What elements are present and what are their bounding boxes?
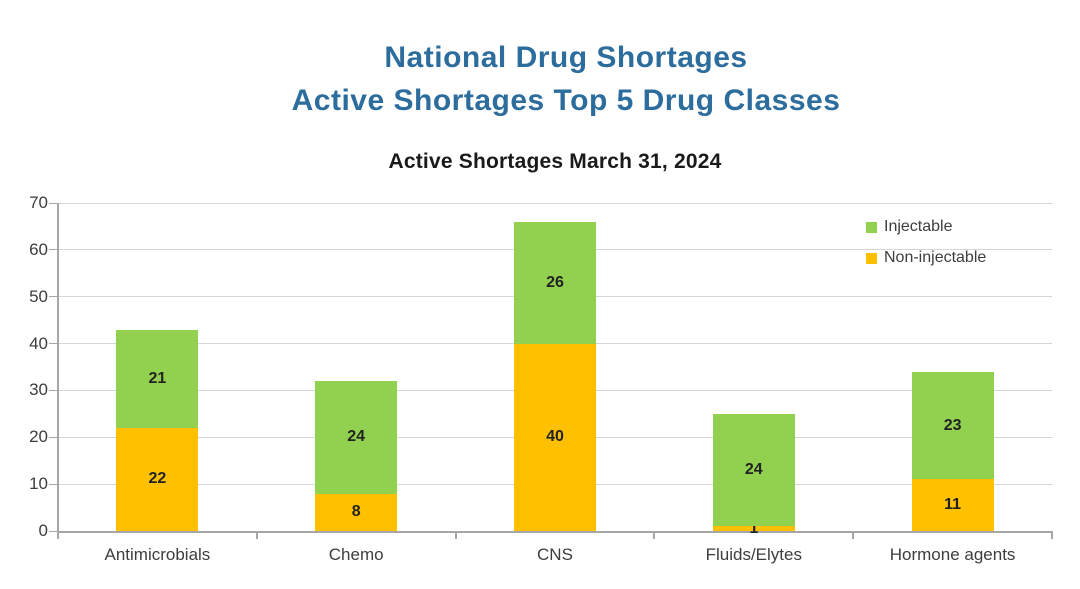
y-axis-label: 50 — [29, 286, 48, 306]
bar-segment-injectable — [514, 221, 596, 344]
bar-segment-non-injectable — [514, 343, 596, 531]
y-axis-label: 0 — [38, 521, 48, 540]
bar-segment-injectable — [116, 329, 199, 428]
y-tick — [49, 483, 58, 485]
legend-swatch-icon — [866, 252, 877, 264]
y-axis-line — [57, 203, 59, 531]
value-label: 24 — [744, 461, 763, 479]
bar-segment-non-injectable — [315, 493, 398, 531]
gridline — [58, 202, 1052, 204]
x-tick — [454, 531, 457, 539]
x-axis-line — [57, 531, 1052, 533]
value-label: 23 — [943, 416, 962, 434]
value-label: 24 — [347, 428, 366, 446]
value-label: 11 — [944, 496, 962, 514]
y-axis-label: 30 — [29, 380, 48, 400]
legend-label: Non-injectable — [884, 249, 987, 266]
x-tick — [1051, 531, 1053, 539]
bar-segment-injectable — [712, 413, 795, 527]
x-tick — [852, 531, 855, 539]
y-axis-label: 10 — [29, 474, 48, 494]
value-label: 26 — [546, 273, 564, 291]
value-label: 21 — [148, 369, 167, 387]
bar-segment-non-injectable — [911, 479, 994, 531]
y-tick — [49, 296, 58, 298]
x-tick — [57, 531, 59, 539]
legend-swatch-icon — [866, 221, 877, 233]
x-axis-label: Chemo — [328, 545, 384, 564]
y-tick — [49, 530, 58, 532]
bar-segment-non-injectable — [712, 526, 795, 531]
page-title-line2: Active Shortages Top 5 Drug Classes — [291, 84, 841, 117]
legend-item-injectable: Injectable — [866, 218, 986, 236]
x-axis-label: CNS — [537, 545, 573, 564]
value-label: 8 — [351, 503, 361, 521]
value-label: 22 — [148, 470, 167, 488]
x-tick — [653, 531, 656, 539]
x-axis-label: Antimicrobials — [104, 545, 211, 564]
y-tick — [49, 389, 58, 391]
bar-segment-injectable — [315, 381, 398, 494]
x-tick — [255, 531, 258, 539]
bar-segment-injectable — [911, 371, 994, 480]
page-title-line1: National Drug Shortages — [384, 41, 748, 74]
y-axis-label: 20 — [29, 427, 48, 447]
value-label: 40 — [546, 428, 564, 446]
chart-legend: Injectable Non-injectable — [866, 218, 986, 267]
page-title: National Drug Shortages Active Shortages… — [0, 36, 1080, 122]
y-tick — [49, 343, 58, 345]
bar-segment-non-injectable — [116, 427, 199, 531]
x-axis-label: Hormone agents — [889, 545, 1016, 564]
x-axis-label: Fluids/Elytes — [705, 545, 802, 564]
legend-label: Injectable — [884, 218, 953, 235]
value-label: 1 — [749, 519, 759, 537]
y-tick — [49, 249, 58, 251]
y-axis-label: 60 — [29, 239, 48, 259]
chart-title: Active Shortages March 31, 2024 — [388, 150, 722, 173]
y-axis-label: 40 — [29, 333, 48, 353]
y-tick — [49, 436, 58, 438]
legend-item-non-injectable: Non-injectable — [866, 249, 986, 267]
y-axis-label: 70 — [29, 193, 48, 212]
y-tick — [49, 202, 58, 204]
